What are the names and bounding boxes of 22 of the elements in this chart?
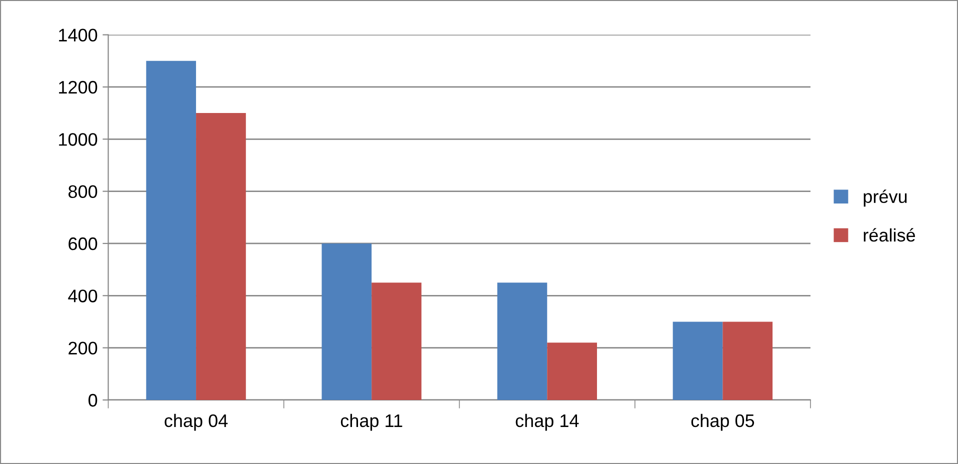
x-tick-label: chap 05 <box>691 414 754 431</box>
y-tick-label: 800 <box>68 185 98 198</box>
legend-label: prévu <box>864 190 907 207</box>
bar <box>372 282 422 400</box>
bar <box>196 113 246 400</box>
y-tick-label: 1000 <box>59 133 98 146</box>
y-tick-label: 1200 <box>59 80 98 94</box>
bar <box>497 282 548 400</box>
y-tick-label: 0 <box>88 394 98 407</box>
bar <box>146 60 196 400</box>
bar <box>547 342 597 400</box>
legend-label: réalisé <box>864 228 916 242</box>
x-tick-label: chap 11 <box>340 414 402 431</box>
bar <box>322 243 372 400</box>
bar <box>672 322 723 400</box>
x-tick-label: chap 04 <box>164 414 228 431</box>
y-tick-label: 600 <box>68 237 98 250</box>
y-tick-label: 400 <box>68 290 98 302</box>
y-tick-label: 1400 <box>59 28 98 42</box>
bar <box>722 322 773 400</box>
y-tick-label: 200 <box>68 342 98 355</box>
x-tick-label: chap 14 <box>516 414 579 431</box>
